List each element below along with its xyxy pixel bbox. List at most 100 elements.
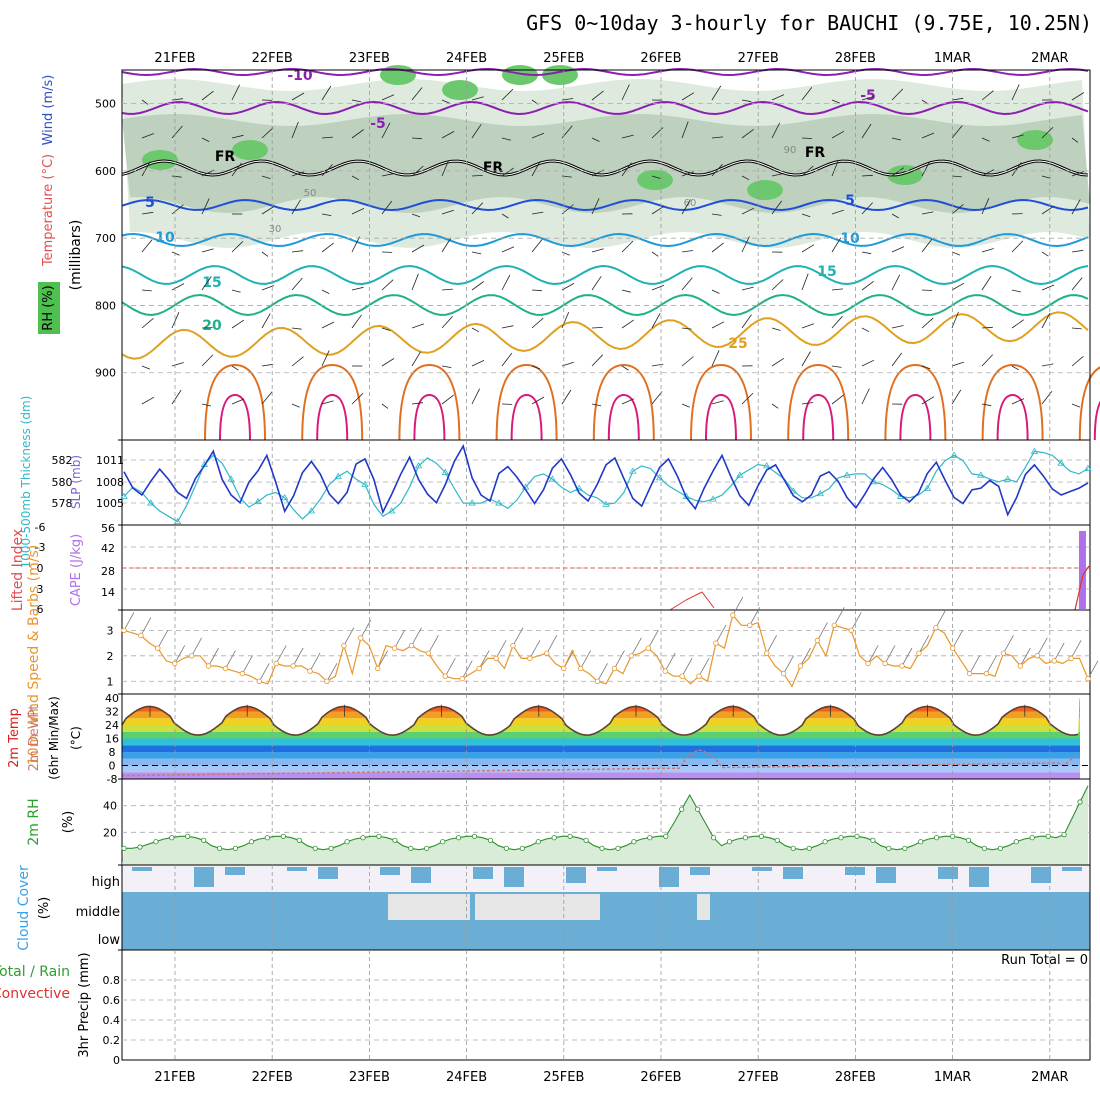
pressure-tick-label: 800 [95,299,116,312]
wind-barb [1041,284,1055,291]
slp-axis-label: SLP (mb) [69,455,83,509]
wind-barb [141,99,149,105]
rh-shading [122,114,1090,213]
wind-barb [501,213,509,219]
wind-barb [741,392,754,405]
rh-high-patch [747,180,783,200]
wind-barb [171,125,183,139]
wind-speed-point [679,673,685,679]
wind-barb [321,350,330,367]
thickness-point [602,500,610,507]
wind-barb [711,136,724,139]
cloud-high-block [194,867,214,887]
wind-barb [471,202,484,215]
rh-point [551,835,557,841]
wind-barb [501,325,514,329]
wind-barb [741,236,750,253]
wind-speed-point [645,645,651,651]
wind-barb-10m [546,635,558,654]
wind-barb [981,403,992,407]
thickness-point [468,499,476,506]
wind-barb-10m [783,655,794,674]
wind-barb [141,396,155,405]
temp-contour-30 [1078,366,1100,441]
thickness-tick-label: 582 [52,454,73,467]
wind-barb [981,248,994,253]
temp-contour-30 [301,363,364,441]
wind-barb [441,237,452,253]
wind-barb [591,276,602,291]
wind-barb [471,124,482,139]
wind-barb [231,84,240,101]
cloud-high-block [597,867,617,871]
wind-speed-point [459,676,465,682]
panel-cloud: high middle low Cloud Cover (%) [16,864,1091,951]
wind-tick-label: 3 [107,624,114,637]
wind-speed-point [865,660,871,667]
wind-barb [981,169,995,177]
cape-tick-label: 14 [101,586,115,599]
wind-barb [171,362,184,367]
rh-tick-label: 40 [103,800,117,813]
wind-barb [1011,398,1025,405]
date-top-label: 24FEB [446,51,487,66]
wind-barb [171,204,184,215]
wind-barb-10m [631,637,642,657]
wind-barb [921,365,931,370]
wind-barb [291,277,303,291]
wind-barb [441,131,455,139]
rh-legend-swatch [38,282,60,334]
rh-high-patch [380,65,416,85]
wind-barb [261,127,274,139]
wind-speed-point [814,637,821,644]
temp-tick-label: 16 [105,733,119,746]
wind-barb [621,162,632,177]
rh-point [1045,833,1051,839]
wind-barb [681,327,692,330]
wind-barb [171,283,185,291]
date-bottom-label: 26FEB [640,1070,681,1085]
thickness-point [280,493,289,501]
cloud-row-label: middle [76,905,120,920]
wind-barb [951,251,961,256]
date-top-label: 21FEB [154,51,195,66]
wind-speed-point [747,622,753,628]
rh-point [376,833,382,839]
wind-barb [411,244,425,253]
rh-contour-label: 30 [269,224,282,235]
temp-contour-35 [413,393,446,441]
wind-barb [1011,289,1021,293]
wind-barb [711,85,722,101]
rh-point [599,845,605,851]
wind-speed-point [138,632,144,639]
wind-barb [741,286,754,291]
wind-barb [801,137,813,139]
thickness-point [173,517,182,525]
wind-speed-point [983,670,990,677]
rh-point [647,835,653,841]
wind-barb [261,285,275,291]
temp-contour-35 [510,393,543,441]
wind-barb [321,400,334,405]
wind-barb-10m [952,629,964,649]
wind-barb [291,121,299,139]
wind-barb [1041,391,1053,405]
wind-barb-10m [343,627,355,646]
wind-barb-10m [817,622,828,641]
wind-barb [411,87,423,101]
temp-tick-label: -8 [107,773,118,786]
thickness-point [441,468,450,475]
wind-barb [771,327,781,331]
rh-tick-label: 20 [103,826,117,839]
wind-barb [351,175,360,181]
li-tick-label: -6 [35,521,46,534]
thickness-point [950,451,958,458]
thickness-point [147,499,155,506]
wind-barb-10m [597,663,608,682]
wind-barb [801,323,815,329]
wind-barb [951,282,965,291]
wind-barb-10m [647,629,659,649]
temp-contour-35 [996,393,1029,441]
wind-barb [831,288,844,291]
